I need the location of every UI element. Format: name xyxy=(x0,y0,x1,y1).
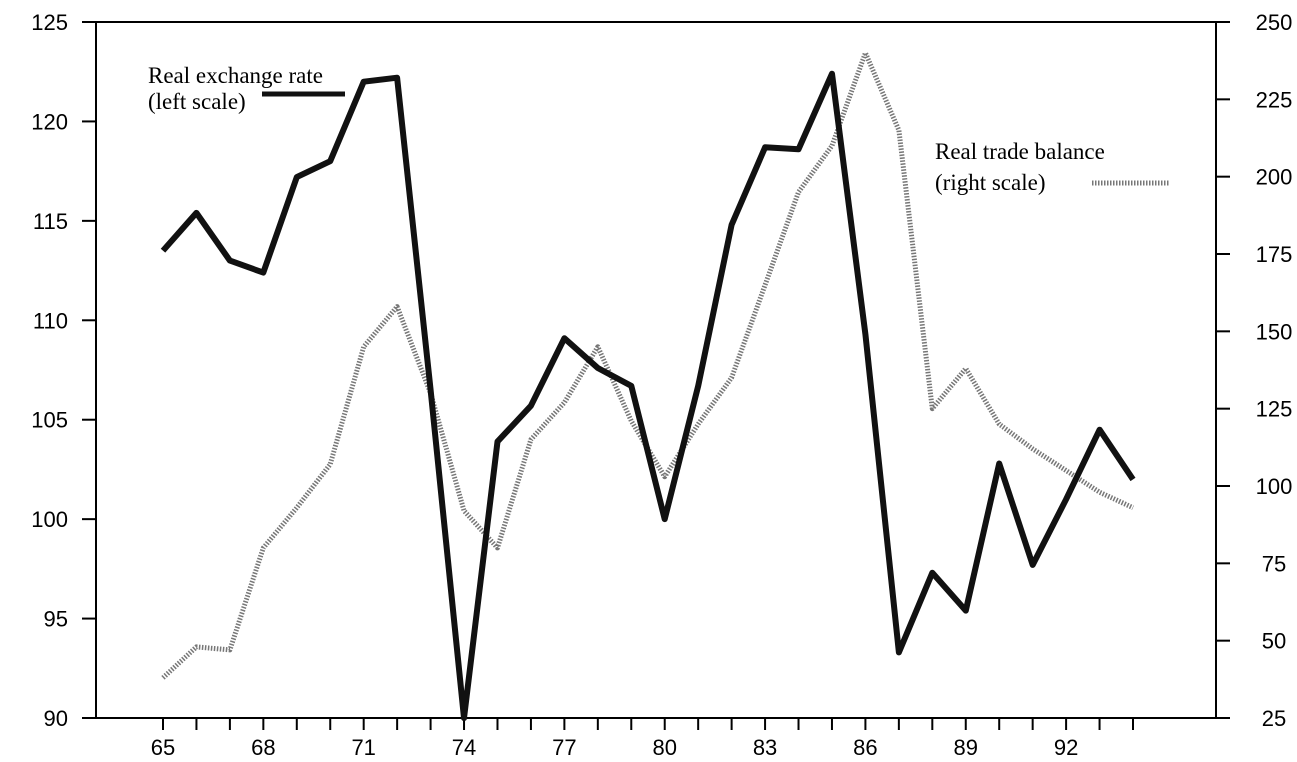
right-axis-ticks: 25 50 75 100 125 150 175 200 225 250 xyxy=(1216,10,1292,731)
left-tick-label: 115 xyxy=(33,209,68,234)
x-tick-label: 80 xyxy=(652,735,676,760)
series-layer xyxy=(160,50,1136,721)
plot-frame xyxy=(95,21,1217,719)
left-tick-label: 95 xyxy=(44,607,68,632)
left-tick-label: 110 xyxy=(33,308,68,333)
right-tick-label: 100 xyxy=(1256,474,1293,499)
x-tick-label: 71 xyxy=(351,735,375,760)
right-tick-label: 50 xyxy=(1262,629,1286,654)
right-tick-label: 175 xyxy=(1256,242,1293,267)
x-axis-ticks: 65 68 71 74 77 80 83 86 89 92 xyxy=(151,718,1134,760)
x-tick-label: 89 xyxy=(954,735,978,760)
right-tick-label: 25 xyxy=(1262,706,1286,731)
left-tick-label: 90 xyxy=(44,706,68,731)
x-tick-label: 83 xyxy=(753,735,777,760)
legend-trade-balance: Real trade balance (right scale) xyxy=(935,139,1170,195)
x-tick-label: 74 xyxy=(452,735,476,760)
x-tick-label: 92 xyxy=(1054,735,1078,760)
left-axis-ticks: 90 95 100 105 110 115 120 125 xyxy=(31,10,96,731)
right-tick-label: 125 xyxy=(1256,397,1293,422)
left-tick-label: 105 xyxy=(31,408,68,433)
legend-exchange-rate-scale: (left scale) xyxy=(148,89,246,114)
right-tick-label: 250 xyxy=(1256,10,1293,35)
left-tick-label: 120 xyxy=(31,109,68,134)
left-tick-label: 100 xyxy=(31,507,68,532)
x-tick-label: 65 xyxy=(151,735,175,760)
right-tick-label: 150 xyxy=(1256,319,1293,344)
legend-trade-balance-label: Real trade balance xyxy=(935,139,1105,164)
x-tick-label: 68 xyxy=(251,735,275,760)
right-tick-label: 225 xyxy=(1256,87,1293,112)
legend-exchange-rate-label: Real exchange rate xyxy=(148,63,323,88)
right-tick-label: 200 xyxy=(1256,165,1293,190)
x-tick-label: 77 xyxy=(552,735,576,760)
x-tick-label: 86 xyxy=(853,735,877,760)
right-tick-label: 75 xyxy=(1262,551,1286,576)
legend-exchange-rate: Real exchange rate (left scale) xyxy=(148,63,345,114)
legend-trade-balance-scale: (right scale) xyxy=(935,170,1045,195)
left-tick-label: 125 xyxy=(31,10,68,35)
series-real-exchange-rate-line xyxy=(160,70,1136,721)
